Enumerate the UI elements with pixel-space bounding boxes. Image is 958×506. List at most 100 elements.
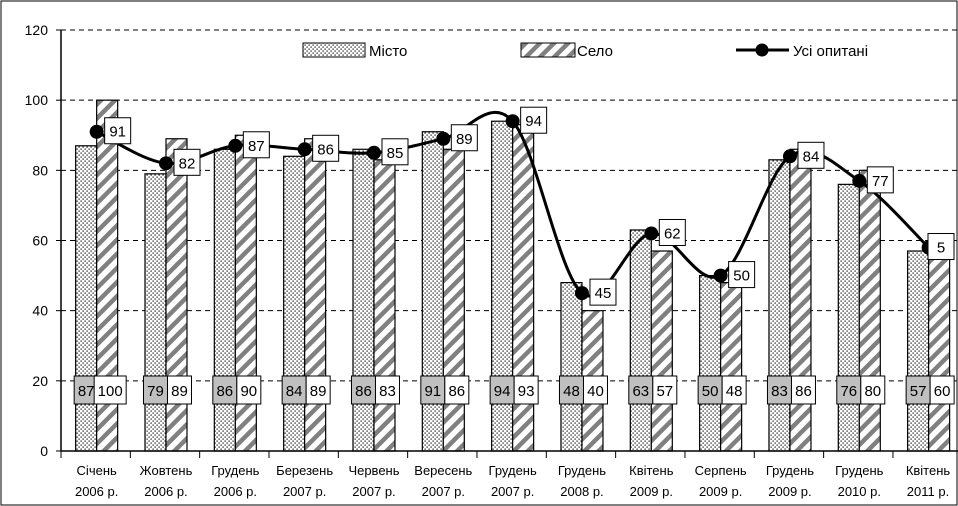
data-label-selo: 48 bbox=[726, 383, 743, 400]
bar-selo bbox=[720, 282, 743, 452]
bar-misto bbox=[699, 274, 722, 452]
data-label-box-selo bbox=[166, 375, 192, 405]
data-label-misto: 86 bbox=[216, 383, 233, 400]
y-tick-label: 0 bbox=[40, 443, 48, 459]
legend-swatch-selo bbox=[520, 42, 576, 58]
data-label-usi-opytani: 91 bbox=[109, 124, 126, 141]
data-label-misto: 57 bbox=[910, 383, 927, 400]
data-label-selo: 90 bbox=[240, 383, 257, 400]
x-category-month: Червень bbox=[348, 463, 399, 478]
bar-misto bbox=[768, 159, 791, 452]
data-label-box-usi-opytani bbox=[242, 131, 270, 159]
bar-selo bbox=[650, 250, 673, 452]
x-category-month: Грудень bbox=[766, 463, 814, 478]
y-tick-label: 80 bbox=[32, 162, 48, 178]
data-label-usi-opytani: 82 bbox=[179, 155, 196, 172]
legend-label-usi-opytani: Усі опитані bbox=[793, 43, 868, 60]
data-label-selo: 80 bbox=[864, 383, 881, 400]
axes bbox=[60, 30, 958, 458]
data-label-misto: 84 bbox=[286, 383, 303, 400]
bar-misto bbox=[352, 148, 375, 452]
x-category-year: 2006 р. bbox=[144, 484, 187, 499]
data-label-usi-opytani: 50 bbox=[733, 268, 750, 285]
data-label-misto: 76 bbox=[840, 383, 857, 400]
bar-misto bbox=[213, 148, 236, 452]
data-label-box-usi-opytani bbox=[104, 117, 132, 145]
data-label-usi-opytani: 87 bbox=[248, 138, 265, 155]
x-category-year: 2009 р. bbox=[699, 484, 742, 499]
data-label-box-selo bbox=[582, 375, 608, 405]
data-label-box-selo bbox=[513, 375, 539, 405]
data-label-misto: 94 bbox=[494, 383, 511, 400]
data-label-misto: 83 bbox=[771, 383, 788, 400]
bar-misto bbox=[144, 173, 167, 452]
data-label-usi-opytani: 85 bbox=[387, 145, 404, 162]
x-category-month: Грудень bbox=[558, 463, 606, 478]
legend-label-selo: Село bbox=[577, 43, 613, 60]
data-label-misto: 87 bbox=[78, 383, 95, 400]
data-label-box-misto bbox=[697, 375, 723, 405]
data-label-box-misto bbox=[836, 375, 862, 405]
y-tick-label: 40 bbox=[32, 303, 48, 319]
bar-selo bbox=[373, 159, 396, 452]
line-marker bbox=[644, 226, 659, 241]
legend-label-misto: Місто bbox=[369, 43, 407, 60]
x-category-year: 2009 р. bbox=[768, 484, 811, 499]
data-label-selo: 83 bbox=[379, 383, 396, 400]
y-tick-label: 60 bbox=[32, 233, 48, 249]
data-label-box-selo bbox=[790, 375, 816, 405]
data-label-selo: 93 bbox=[518, 383, 535, 400]
data-label-usi-opytani: 5 bbox=[937, 240, 945, 257]
data-label-box-selo bbox=[929, 375, 955, 405]
legend-line-marker bbox=[755, 43, 769, 57]
data-label-usi-opytani: 89 bbox=[456, 131, 473, 148]
data-label-selo: 86 bbox=[795, 383, 812, 400]
y-axis-ticks: 0 20 40 60 80 100 120 bbox=[25, 22, 61, 459]
line-marker bbox=[297, 142, 312, 157]
x-category-month: Квітень bbox=[629, 463, 674, 478]
line-marker bbox=[713, 268, 728, 283]
data-label-box-usi-opytani bbox=[589, 278, 617, 306]
x-category-year: 2007 р. bbox=[352, 484, 395, 499]
data-label-misto: 86 bbox=[355, 383, 372, 400]
data-label-selo: 86 bbox=[448, 383, 465, 400]
legend-swatch-misto bbox=[302, 42, 366, 58]
data-label-box-selo bbox=[652, 375, 678, 405]
line-marker bbox=[228, 138, 243, 153]
data-label-box-selo bbox=[721, 375, 747, 405]
data-label-selo: 89 bbox=[171, 383, 188, 400]
data-label-misto: 63 bbox=[632, 383, 649, 400]
data-label-misto: 79 bbox=[147, 383, 164, 400]
data-label-selo: 40 bbox=[587, 383, 604, 400]
data-label-box-misto bbox=[766, 375, 792, 405]
data-label-box-usi-opytani bbox=[173, 148, 201, 176]
data-label-box-misto bbox=[628, 375, 654, 405]
data-label-box-usi-opytani bbox=[381, 138, 409, 166]
x-category-year: 2008 р. bbox=[560, 484, 603, 499]
x-category-year: 2009 р. bbox=[630, 484, 673, 499]
data-label-box-usi-opytani bbox=[312, 134, 340, 162]
bar-selo bbox=[442, 148, 465, 452]
y-tick-label: 120 bbox=[25, 22, 49, 38]
x-axis-categories: Січень 2006 р. Жовтень 2006 р. Грудень 2006 р… bbox=[75, 463, 950, 499]
line-marker bbox=[505, 114, 520, 129]
data-label-box-usi-opytani bbox=[866, 166, 894, 194]
line-marker bbox=[436, 131, 451, 146]
line-marker bbox=[574, 286, 589, 301]
x-category-year: 2011 р. bbox=[907, 484, 949, 499]
bar-misto bbox=[629, 229, 652, 452]
x-category-month: Грудень bbox=[211, 463, 259, 478]
y-tick-label: 100 bbox=[25, 92, 49, 108]
data-label-usi-opytani: 94 bbox=[525, 113, 542, 130]
bar-selo bbox=[858, 169, 881, 452]
data-label-usi-opytani: 62 bbox=[664, 225, 681, 242]
data-label-box-selo bbox=[93, 375, 127, 405]
data-label-misto: 48 bbox=[563, 383, 580, 400]
line-marker bbox=[366, 145, 381, 160]
bar-misto bbox=[907, 250, 930, 452]
data-label-box-usi-opytani bbox=[450, 124, 478, 152]
data-label-usi-opytani: 77 bbox=[872, 173, 889, 190]
